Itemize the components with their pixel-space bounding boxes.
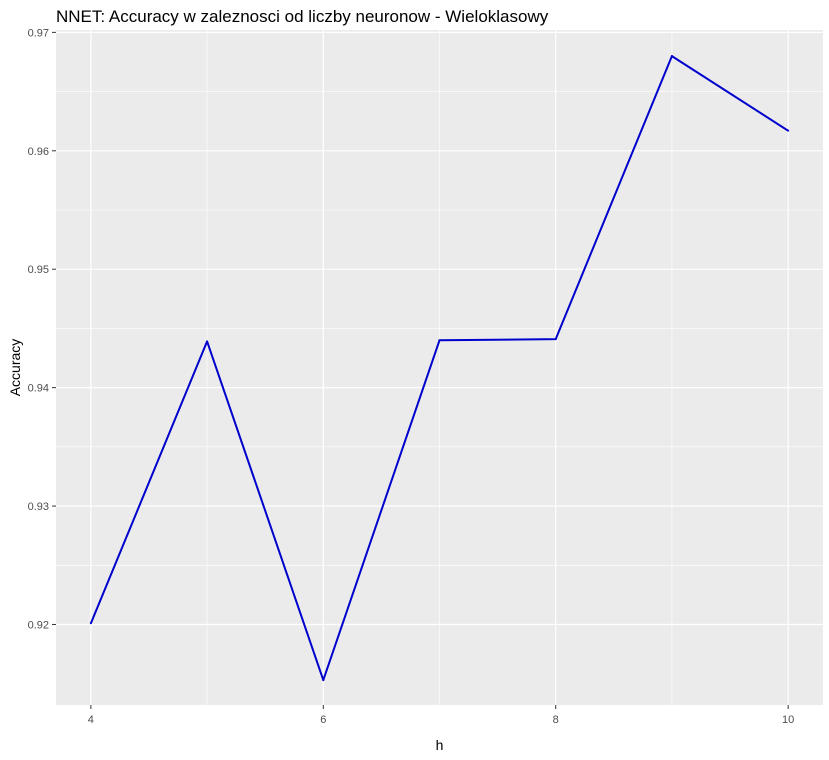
x-tick-label: 10 xyxy=(782,714,794,726)
data-point xyxy=(438,339,441,342)
y-axis-title: Accuracy xyxy=(7,339,23,397)
x-axis: 4 6 8 10 xyxy=(88,705,794,726)
data-point xyxy=(787,129,790,132)
data-point xyxy=(322,679,325,682)
chart-title: NNET: Accuracy w zaleznosci od liczby ne… xyxy=(56,7,549,26)
x-tick-label: 4 xyxy=(88,714,94,726)
grid-minor xyxy=(56,30,823,705)
y-tick-label: 0.92 xyxy=(28,619,49,631)
data-point xyxy=(554,338,557,341)
y-axis: 0.92 0.93 0.94 0.95 0.96 0.97 xyxy=(28,27,56,631)
y-tick-label: 0.97 xyxy=(28,27,49,39)
y-tick-label: 0.93 xyxy=(28,501,49,513)
y-tick-label: 0.94 xyxy=(28,383,49,395)
x-axis-title: h xyxy=(436,737,444,753)
data-point xyxy=(206,340,209,343)
grid-major xyxy=(56,30,823,705)
y-tick-label: 0.96 xyxy=(28,146,49,158)
y-tick-label: 0.95 xyxy=(28,264,49,276)
data-point xyxy=(670,55,673,58)
data-point xyxy=(89,622,92,625)
x-tick-label: 8 xyxy=(553,714,559,726)
series-layer xyxy=(89,55,790,682)
x-tick-label: 6 xyxy=(320,714,326,726)
